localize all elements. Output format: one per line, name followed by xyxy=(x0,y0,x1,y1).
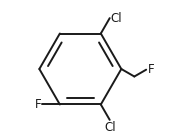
Text: F: F xyxy=(148,63,154,76)
Text: F: F xyxy=(35,98,41,111)
Text: Cl: Cl xyxy=(104,121,115,134)
Text: Cl: Cl xyxy=(110,12,122,25)
